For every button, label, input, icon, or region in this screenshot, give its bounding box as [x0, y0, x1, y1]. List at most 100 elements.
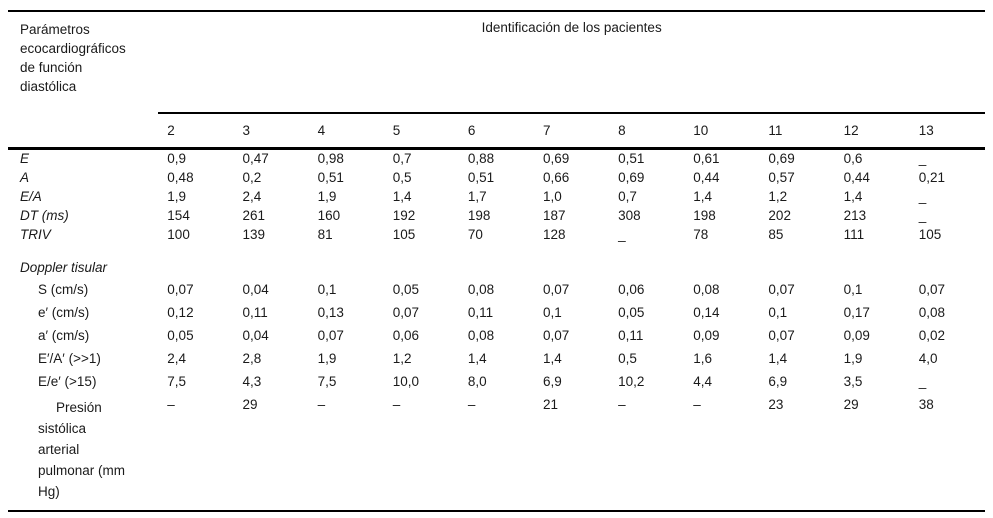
cell-value — [459, 244, 534, 278]
cell-value: 1,6 — [693, 350, 713, 366]
cell-value: 0,08 — [918, 304, 945, 320]
cell-value: – — [693, 396, 701, 412]
cell-value — [910, 244, 985, 278]
cell-value: 0,66 — [543, 169, 570, 185]
cell-value — [384, 244, 459, 278]
patient-id-header: 10 — [684, 113, 760, 150]
cell-value: 4,0 — [918, 350, 938, 366]
cell-value: 0,05 — [618, 304, 645, 320]
cell-value: 1,9 — [843, 350, 863, 366]
table-row: E/e′ (>15) 7,5 4,3 7,5 10,0 8,0 6,9 10,2 4,4 6,9 3… — [8, 370, 985, 393]
cell-value: 0,5 — [392, 169, 412, 185]
cell-value: 0,7 — [392, 151, 412, 167]
cell-value: 0,05 — [392, 281, 419, 297]
row-label: TRIV — [20, 226, 51, 242]
table-row: a′ (cm/s) 0,05 0,04 0,07 0,06 0,08 0,07 0,11 0,0… — [8, 324, 985, 347]
row-label: e′ (cm/s) — [38, 304, 90, 320]
cell-value: 0,05 — [167, 327, 194, 343]
cell-value: 7,5 — [167, 373, 187, 389]
cell-value: 0,47 — [242, 151, 269, 167]
cell-value: _ — [918, 373, 927, 389]
cell-value: 213 — [843, 207, 867, 223]
cell-value: 1,4 — [467, 350, 487, 366]
cell-value: 1,9 — [317, 188, 337, 204]
cell-value: 111 — [843, 226, 865, 242]
cell-value: 1,9 — [167, 188, 187, 204]
cell-value: 0,21 — [918, 169, 945, 185]
cell-value: 198 — [693, 207, 716, 223]
patient-id-header: 12 — [834, 113, 910, 150]
cell-value: 0,1 — [317, 281, 337, 297]
cell-value: 0,17 — [843, 304, 870, 320]
cell-value: 0,11 — [618, 327, 644, 343]
cell-value: 0,06 — [618, 281, 645, 297]
cell-value: _ — [918, 188, 927, 204]
cell-value: 0,44 — [843, 169, 870, 185]
cell-value: 0,09 — [693, 327, 720, 343]
cell-value: 0,69 — [768, 151, 795, 167]
cell-value: 187 — [543, 207, 566, 223]
cell-value: 7,5 — [317, 373, 337, 389]
cell-value: 0,07 — [768, 281, 795, 297]
table-row: A 0,48 0,2 0,51 0,5 0,51 0,66 0,69 0,44 0,57 0,44 0… — [8, 168, 985, 187]
cell-value: _ — [618, 226, 626, 242]
cell-value: – — [317, 396, 326, 412]
cell-value: 1,4 — [843, 188, 863, 204]
cell-value: 0,6 — [843, 151, 863, 167]
cell-value: 0,69 — [618, 169, 645, 185]
cell-value: 38 — [918, 396, 934, 412]
cell-value: _ — [918, 151, 927, 167]
cell-value: 0,07 — [317, 327, 344, 343]
cell-value — [534, 244, 609, 278]
cell-value: 0,07 — [167, 281, 194, 297]
cell-value: 154 — [167, 207, 190, 223]
cell-value: 4,4 — [693, 373, 713, 389]
cell-value: 192 — [392, 207, 416, 223]
cell-value — [233, 244, 308, 278]
cell-value: 0,44 — [693, 169, 720, 185]
row-label: S (cm/s) — [38, 281, 89, 297]
patient-id-header-row: 2 3 4 5 6 7 8 10 11 12 13 — [8, 113, 985, 150]
row-label: E — [20, 151, 30, 167]
cell-value: 0,51 — [317, 169, 344, 185]
cell-value: 160 — [317, 207, 341, 223]
cell-value: 1,0 — [543, 188, 562, 204]
cell-value: 0,14 — [693, 304, 720, 320]
table-row: e′ (cm/s) 0,12 0,11 0,13 0,07 0,11 0,1 0,05 0,14… — [8, 301, 985, 324]
cell-value: 202 — [768, 207, 791, 223]
table-row: Doppler tisular — [8, 244, 985, 278]
cell-value: 128 — [543, 226, 566, 242]
cell-value: 1,4 — [768, 350, 788, 366]
cell-value: 1,2 — [768, 188, 788, 204]
cell-value: 0,1 — [543, 304, 562, 320]
table-row: TRIV 100 139 81 105 70 128 _ 78 85 111 105 — [8, 225, 985, 244]
patient-id-header: 8 — [609, 113, 685, 150]
cell-value: 139 — [242, 226, 265, 242]
cell-value: 85 — [768, 226, 784, 242]
group-header-row: Parámetros ecocardiográficos de función … — [8, 11, 985, 150]
cell-value: 0,1 — [768, 304, 788, 320]
table-row: E′/A′ (>>1) 2,4 2,8 1,9 1,2 1,4 1,4 0,5 1,6 1,4 1,… — [8, 347, 985, 370]
cell-value: 0,08 — [467, 327, 495, 343]
cell-value: 0,1 — [843, 281, 863, 297]
cell-value: 105 — [392, 226, 416, 242]
cell-value: 105 — [918, 226, 942, 242]
cell-value: 0,07 — [768, 327, 795, 343]
echocardiographic-parameters-table: Parámetros ecocardiográficos de función … — [8, 10, 985, 512]
cell-value: 2,4 — [167, 350, 187, 366]
cell-value: 0,07 — [918, 281, 945, 297]
cell-value: 1,2 — [392, 350, 412, 366]
cell-value: 0,12 — [167, 304, 194, 320]
cell-value: 0,69 — [543, 151, 570, 167]
cell-value: 261 — [242, 207, 265, 223]
cell-value: 0,57 — [768, 169, 795, 185]
cell-value: 100 — [167, 226, 190, 242]
cell-value: 81 — [317, 226, 333, 242]
cell-value: 0,04 — [242, 327, 269, 343]
row-label: Doppler tisular — [20, 259, 108, 275]
cell-value: 198 — [467, 207, 491, 223]
cell-value: – — [392, 396, 401, 412]
cell-value: 6,9 — [768, 373, 788, 389]
cell-value: 0,5 — [618, 350, 637, 366]
